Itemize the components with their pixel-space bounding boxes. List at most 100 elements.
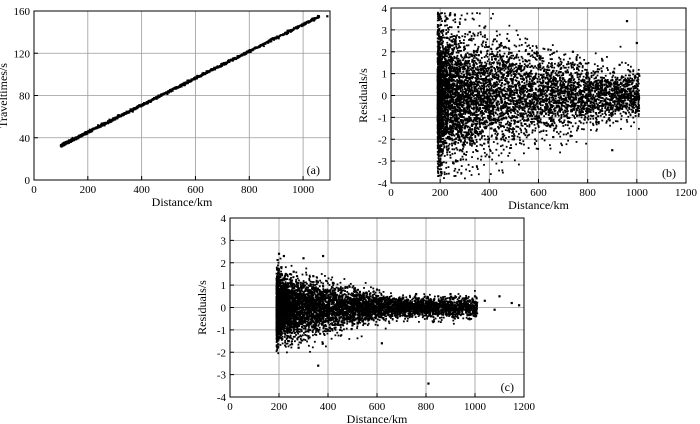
point: [439, 46, 441, 49]
point: [475, 127, 478, 130]
point: [439, 38, 442, 41]
point: [629, 113, 632, 116]
point: [510, 74, 513, 76]
point: [470, 37, 473, 40]
point: [470, 35, 473, 37]
point: [281, 34, 284, 37]
point: [575, 68, 578, 70]
point: [627, 68, 630, 71]
point: [615, 108, 618, 111]
point: [437, 24, 440, 27]
point: [446, 153, 449, 156]
point: [236, 55, 239, 58]
point: [496, 47, 499, 50]
point: [558, 92, 560, 95]
point: [437, 129, 439, 132]
point: [471, 12, 474, 15]
point: [448, 121, 451, 124]
point: [590, 129, 592, 131]
point: [119, 115, 122, 118]
point: [290, 30, 292, 32]
point: [308, 20, 311, 23]
point: [529, 90, 532, 92]
point: [551, 99, 554, 101]
point: [557, 62, 560, 65]
point: [483, 85, 486, 88]
point: [457, 25, 460, 28]
point: [570, 121, 573, 124]
point: [100, 124, 103, 127]
point: [614, 108, 617, 111]
point: [632, 79, 635, 82]
point: [513, 73, 516, 75]
point: [567, 97, 570, 100]
point: [443, 173, 446, 176]
point: [504, 106, 507, 109]
point: [465, 79, 468, 82]
point: [487, 124, 490, 127]
point: [626, 95, 628, 98]
point: [573, 63, 576, 66]
point: [463, 82, 466, 84]
point: [497, 116, 500, 119]
point: [537, 73, 540, 76]
point: [592, 95, 594, 98]
point: [612, 121, 615, 124]
point: [466, 126, 469, 129]
point: [582, 83, 585, 86]
point: [595, 121, 598, 124]
point: [448, 138, 450, 140]
point: [535, 103, 538, 105]
point: [525, 71, 528, 74]
point: [449, 83, 451, 86]
point: [583, 88, 586, 91]
point: [523, 63, 526, 66]
point: [512, 100, 515, 103]
point: [477, 84, 480, 86]
point: [471, 17, 474, 20]
point: [455, 67, 458, 70]
point: [629, 90, 632, 93]
point: [110, 120, 113, 123]
point: [471, 73, 474, 76]
point: [600, 80, 603, 83]
point: [304, 22, 306, 25]
point: [491, 97, 494, 100]
y-tick-label: 40: [19, 133, 31, 145]
point: [588, 108, 591, 111]
point: [452, 50, 455, 52]
point: [629, 101, 632, 103]
point: [564, 101, 567, 104]
point: [600, 91, 603, 94]
data-point: [285, 32, 289, 35]
point: [493, 81, 496, 84]
point: [531, 81, 534, 83]
point: [532, 83, 535, 86]
point: [457, 113, 460, 116]
point: [513, 115, 516, 118]
point: [622, 88, 625, 90]
point: [590, 93, 592, 96]
point: [61, 144, 64, 147]
point: [455, 116, 457, 119]
point: [533, 104, 535, 107]
point: [467, 163, 470, 166]
point: [511, 135, 514, 137]
point: [470, 174, 473, 176]
point: [508, 63, 511, 65]
point: [510, 57, 513, 60]
point: [440, 43, 443, 46]
point: [568, 104, 571, 107]
point: [492, 76, 494, 79]
point: [501, 130, 504, 133]
point: [584, 116, 587, 119]
point: [581, 128, 583, 130]
point: [110, 119, 113, 122]
point: [501, 68, 503, 71]
point: [534, 56, 536, 59]
point: [437, 155, 440, 158]
point: [76, 135, 79, 138]
data-point: [102, 122, 106, 126]
point: [507, 128, 510, 131]
point: [474, 67, 477, 70]
